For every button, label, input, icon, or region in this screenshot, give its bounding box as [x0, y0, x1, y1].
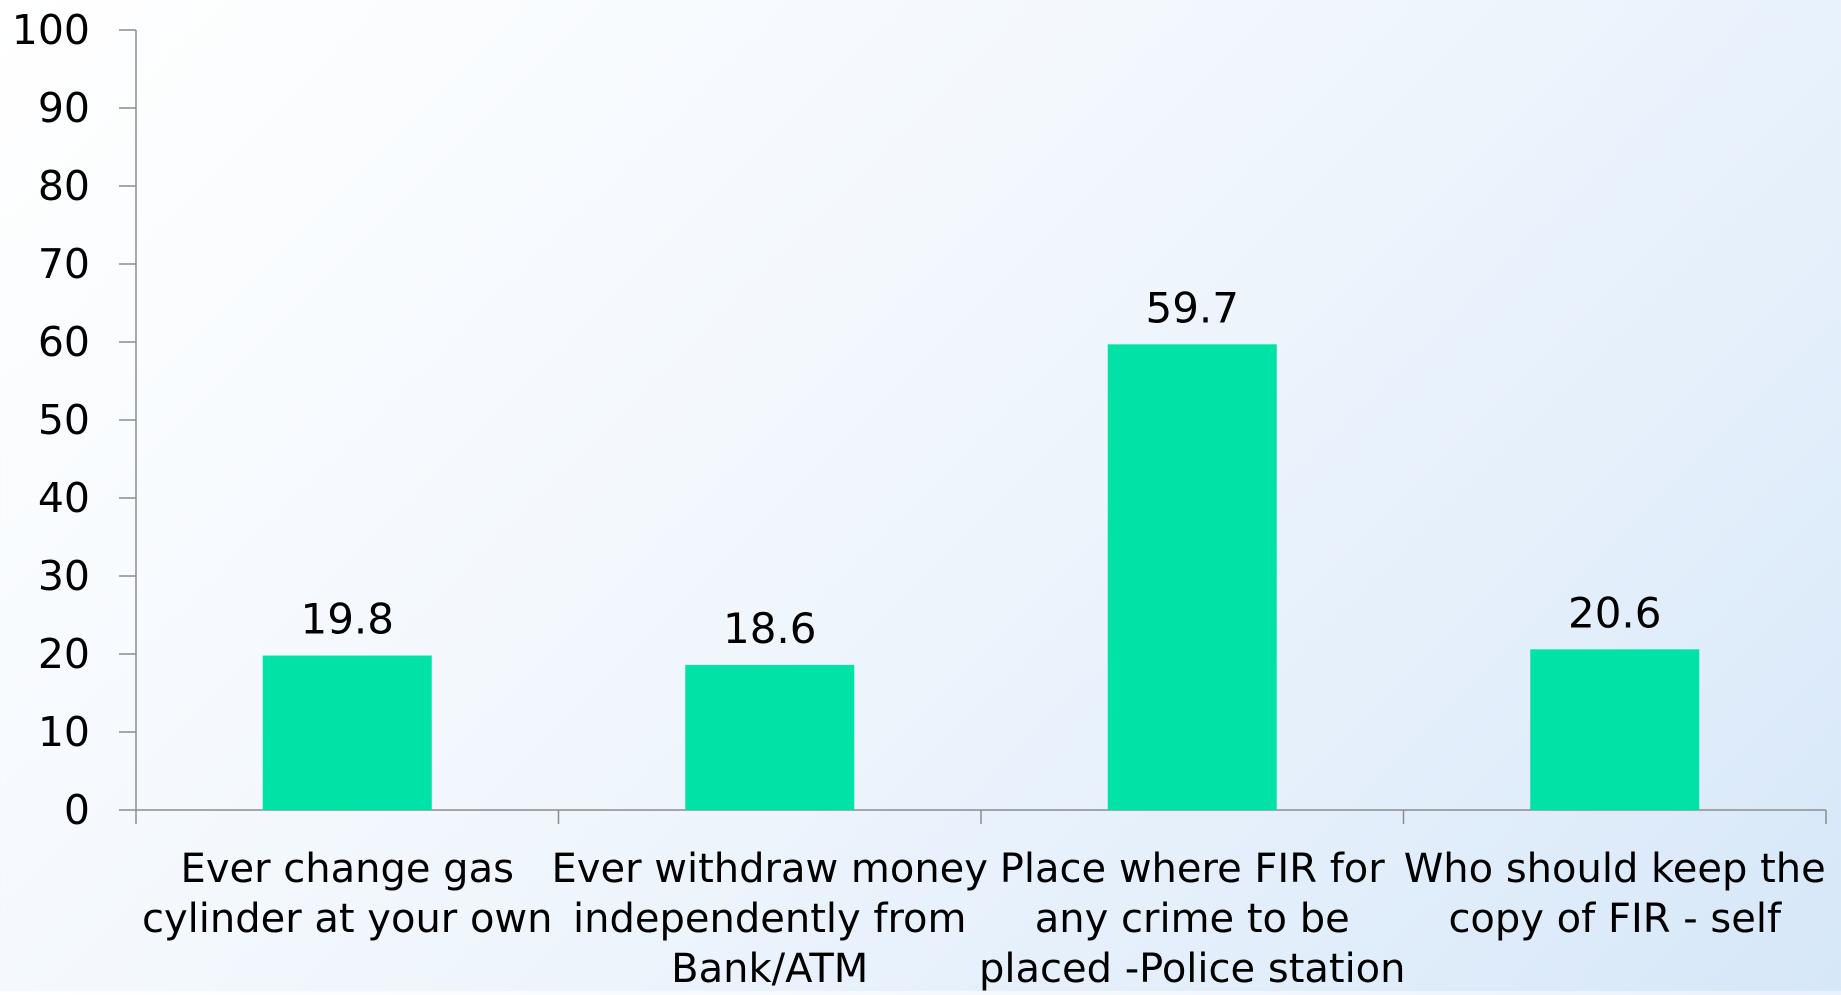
category-label: placed -Police station [979, 946, 1406, 991]
category-label: cylinder at your own [142, 896, 553, 942]
y-tick-label: 10 [38, 708, 90, 756]
y-tick-label: 80 [38, 162, 90, 210]
y-tick-label: 20 [38, 630, 90, 678]
bars [262, 344, 1700, 810]
category-label: Place where FIR for [1000, 846, 1385, 892]
data-label: 18.6 [723, 604, 817, 653]
y-tick-label: 30 [38, 552, 90, 600]
y-tick-label: 40 [38, 474, 90, 522]
bar [685, 664, 855, 810]
y-tick-label: 100 [12, 6, 90, 54]
category-label: Ever change gas [181, 846, 514, 892]
data-label: 19.8 [300, 595, 394, 644]
bar [262, 655, 432, 810]
x-axis [135, 809, 1827, 824]
category-label: Who should keep the [1404, 846, 1826, 892]
category-label: copy of FIR - self [1448, 896, 1782, 942]
y-tick-label: 60 [38, 318, 90, 366]
category-label: Bank/ATM [671, 946, 868, 991]
y-tick-label: 70 [38, 240, 90, 288]
data-label: 20.6 [1568, 588, 1662, 637]
data-labels: 19.8 18.6 59.7 20.6 [300, 283, 1661, 653]
bar [1530, 649, 1700, 810]
y-tick-label: 0 [64, 786, 90, 834]
category-label: independently from [573, 896, 966, 942]
data-label: 59.7 [1145, 283, 1239, 332]
y-axis: 0 10 20 30 40 50 60 70 80 90 100 [12, 6, 137, 834]
category-label: Ever withdraw money [552, 846, 988, 892]
y-tick-label: 90 [38, 84, 90, 132]
bar [1107, 344, 1277, 810]
y-tick-label: 50 [38, 396, 90, 444]
category-label: any crime to be [1035, 896, 1350, 942]
